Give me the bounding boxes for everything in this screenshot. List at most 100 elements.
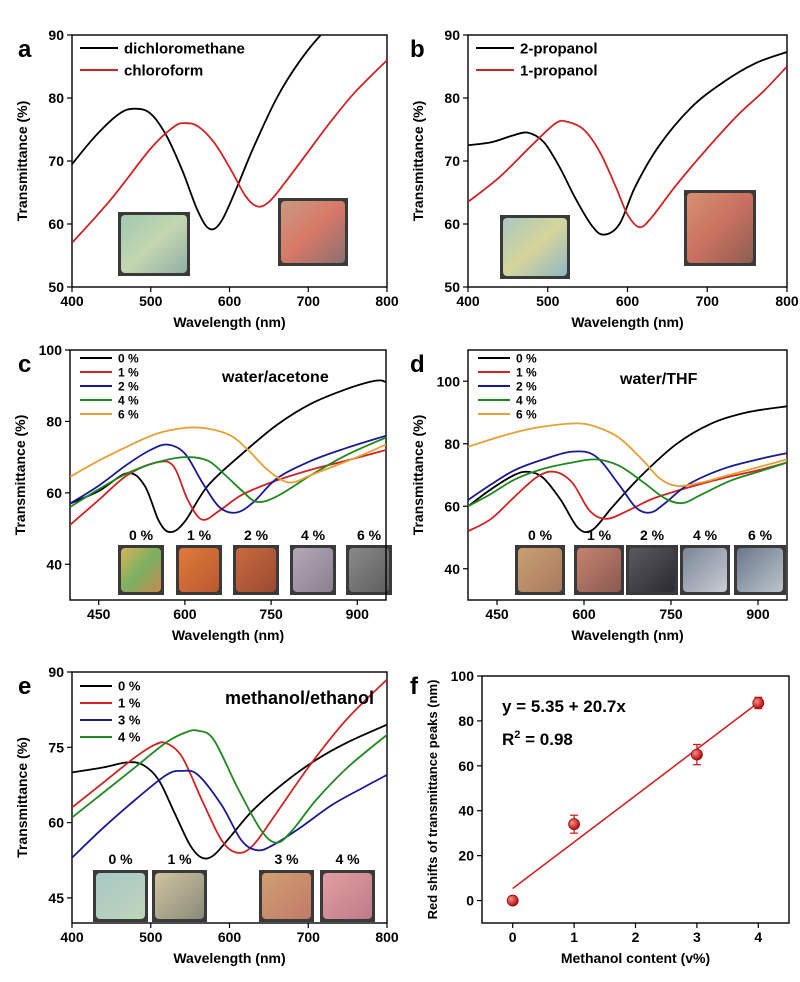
- sample-photo-e-2: 3 %: [259, 851, 314, 922]
- x-tick-label: 450: [87, 606, 111, 622]
- legend: dichloromethane chloroform: [80, 40, 245, 79]
- y-tick-label: 60: [48, 815, 64, 831]
- legend-label: 4 %: [516, 393, 537, 407]
- sample-photo-c-4: 6 %: [346, 527, 392, 595]
- x-tick-label: 500: [139, 293, 163, 309]
- x-tick-label: 0: [509, 929, 517, 945]
- x-tick-label: 700: [297, 929, 321, 945]
- sample-photo-e-0: 0 %: [93, 851, 148, 922]
- x-tick-label: 700: [297, 293, 321, 309]
- legend-label: 3 %: [118, 713, 141, 728]
- photo-film: [121, 548, 161, 592]
- x-tick-label: 800: [375, 929, 399, 945]
- y-tick-label: 70: [444, 153, 460, 169]
- photo-label: 4 %: [693, 527, 718, 543]
- legend-label: 1 %: [516, 365, 537, 379]
- photo-label: 1 %: [187, 527, 212, 543]
- series-line-d-3: [468, 458, 787, 508]
- legend-label: 0 %: [516, 351, 537, 365]
- r-squared-symbol: R: [502, 730, 514, 749]
- y-tick-label: 80: [48, 90, 64, 106]
- x-tick-label: 400: [60, 929, 84, 945]
- y-axis-label: Transmittance (%): [14, 737, 30, 858]
- series-line-e-3: [72, 729, 387, 844]
- panel-letter-e: e: [18, 673, 31, 700]
- legend-label: 0 %: [118, 679, 141, 694]
- photo-film: [518, 548, 562, 592]
- x-tick-label: 2: [632, 929, 640, 945]
- y-axis-label: Transmittance (%): [12, 415, 28, 536]
- legend: 0 %1 %2 %4 %6 %: [80, 351, 139, 421]
- y-tick-label: 75: [48, 739, 64, 755]
- y-tick-label: 60: [444, 498, 460, 514]
- series-line-e-0: [72, 723, 387, 860]
- data-point: [568, 818, 580, 831]
- y-axis-label: Transmittance (%): [14, 101, 30, 222]
- x-tick-label: 3: [693, 929, 701, 945]
- x-tick-label: 400: [456, 293, 480, 309]
- x-tick-label: 750: [259, 606, 283, 622]
- photo-film: [737, 548, 783, 592]
- y-tick-label: 70: [48, 153, 64, 169]
- x-axis-label: Wavelength (nm): [172, 627, 284, 643]
- y-tick-label: 90: [48, 664, 64, 680]
- x-tick-label: 800: [375, 293, 399, 309]
- photo-label: 3 %: [274, 851, 299, 867]
- x-axis-label: Methanol content (v%): [561, 950, 710, 966]
- y-tick-label: 40: [46, 556, 62, 572]
- photo-label: 0 %: [129, 527, 154, 543]
- legend-label: 2 %: [118, 379, 139, 393]
- series-line-c-2: [70, 434, 386, 514]
- series-line-c-0: [70, 379, 386, 534]
- legend-label: 1-propanol: [520, 62, 598, 79]
- y-tick-label: 60: [458, 758, 474, 774]
- sample-photo-e-3: 4 %: [320, 851, 375, 922]
- photo-label: 4 %: [335, 851, 360, 867]
- x-tick-label: 750: [659, 606, 683, 622]
- photo-label: 1 %: [167, 851, 192, 867]
- legend-label: 2-propanol: [520, 40, 598, 57]
- series-line-e-2: [72, 769, 387, 859]
- sample-photo-a-1: [278, 198, 348, 266]
- legend-label: dichloromethane: [124, 40, 245, 57]
- y-tick-label: 90: [48, 27, 64, 43]
- panel-e: e 0 % 1 % 3 % 4 % 400 500 600 700 800 45 60 75 90 Wave…: [14, 664, 399, 966]
- legend-label: 4 %: [118, 393, 139, 407]
- y-tick-label: 80: [444, 90, 460, 106]
- series-line-c-1: [70, 449, 386, 526]
- y-tick-label: 50: [444, 279, 460, 295]
- photo-film: [96, 873, 145, 919]
- photo-film: [262, 873, 311, 919]
- sample-photo-c-1: 1 %: [176, 527, 222, 595]
- photo-label: 1 %: [587, 527, 612, 543]
- x-tick-label: 600: [218, 293, 242, 309]
- data-point: [506, 894, 519, 907]
- y-tick-label: 40: [444, 561, 460, 577]
- x-axis-label: Wavelength (nm): [173, 950, 285, 966]
- photo-film: [629, 548, 675, 592]
- fit-line: [512, 701, 759, 890]
- y-tick-label: 60: [46, 485, 62, 501]
- data-point: [691, 748, 703, 761]
- sample-photo-d-4: 6 %: [734, 527, 786, 595]
- panel-letter-c: c: [18, 351, 31, 378]
- r-squared-superscript: 2: [514, 729, 520, 741]
- photo-label: 0 %: [528, 527, 553, 543]
- y-axis-label: Transmittance (%): [410, 415, 426, 536]
- panel-c: c0 % 1 % 2 % 4 % 6 %450 600 750 900406080100Wav…: [12, 342, 392, 643]
- y-axis-label: Transmittance (%): [410, 101, 426, 222]
- photo-film: [687, 193, 753, 263]
- x-tick-label: 4: [754, 929, 762, 945]
- x-tick-label: 900: [346, 606, 370, 622]
- photo-label: 6 %: [357, 527, 382, 543]
- photo-film: [236, 548, 276, 592]
- x-tick-label: 500: [139, 929, 163, 945]
- series-line-b-0: [468, 51, 787, 236]
- y-tick-label: 50: [48, 279, 64, 295]
- x-tick-label: 450: [485, 606, 509, 622]
- y-tick-label: 80: [458, 713, 474, 729]
- photo-film: [349, 548, 389, 592]
- photo-film: [323, 873, 372, 919]
